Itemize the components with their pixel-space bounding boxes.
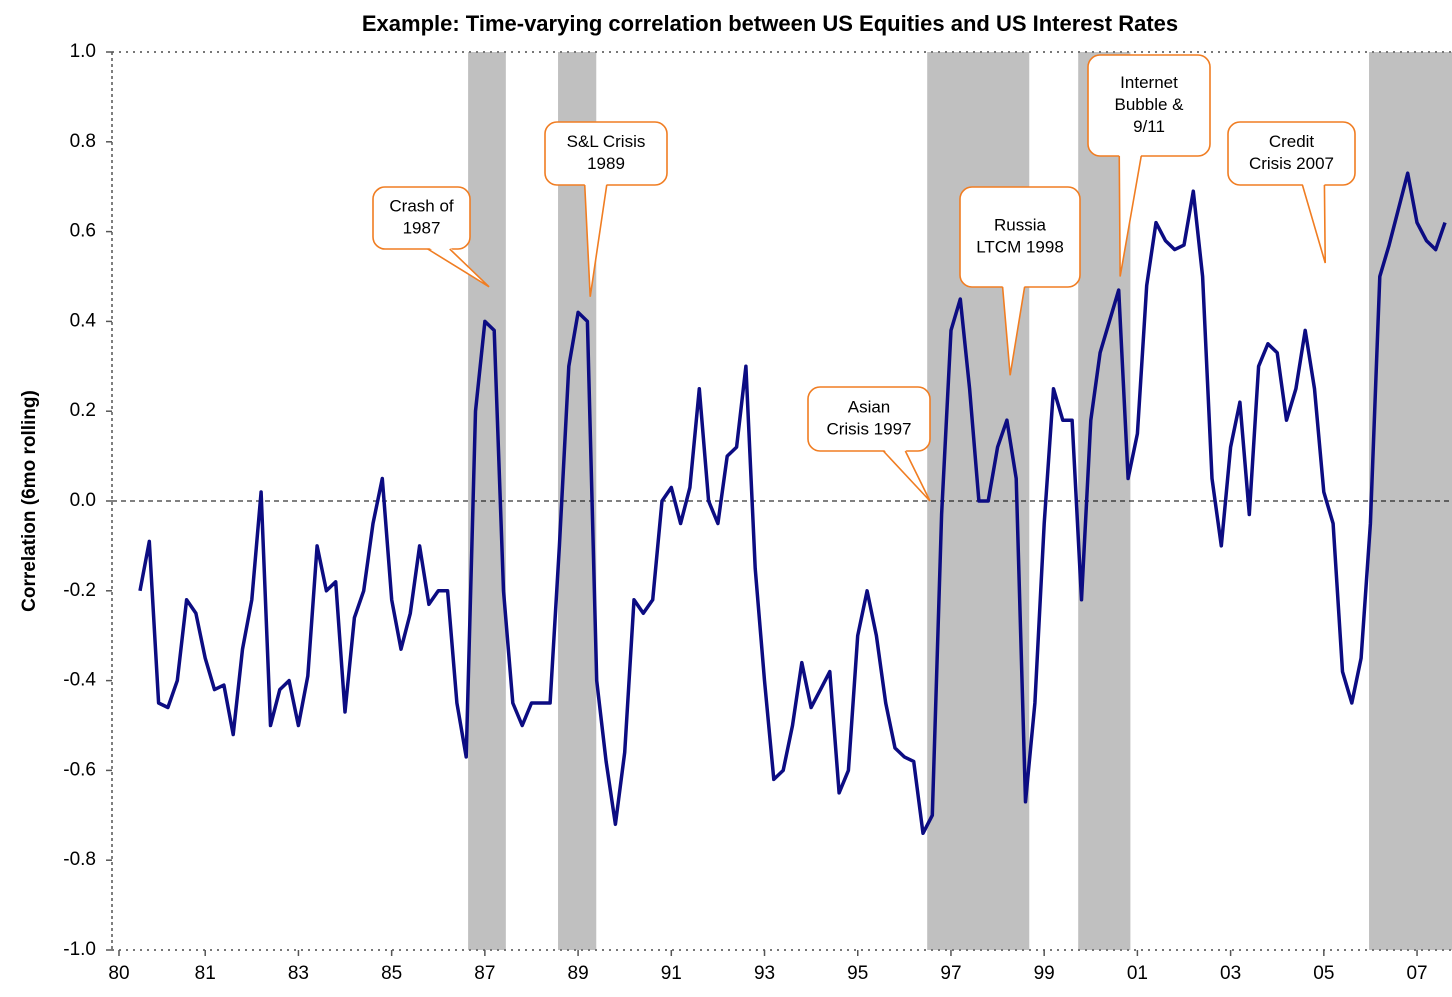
callout: Russia LTCM 1998 [959, 186, 1081, 376]
x-tick-label: 95 [847, 963, 868, 984]
y-tick-label: 0.4 [70, 310, 97, 331]
x-tick-label: 91 [661, 963, 682, 984]
y-tick-label: 0.2 [70, 400, 96, 421]
y-tick-label: -1.0 [63, 939, 96, 960]
callout: Credit Crisis 2007 [1227, 121, 1356, 264]
y-tick-label: 1.0 [70, 41, 96, 62]
callout-pointer [1301, 184, 1327, 264]
y-tick-label: 0.0 [70, 490, 96, 511]
x-tick-label: 81 [195, 963, 216, 984]
callout-text: Asian [848, 397, 891, 416]
callout-text: 9/11 [1133, 117, 1165, 136]
correlation-line [138, 171, 1447, 836]
y-tick-label: 0.6 [70, 221, 96, 242]
callout-text: Crisis 1997 [826, 419, 911, 438]
callout-text: LTCM 1998 [976, 237, 1064, 256]
callout-box [1087, 54, 1211, 157]
x-tick-label: 87 [474, 963, 495, 984]
y-tick-label: -0.8 [63, 849, 96, 870]
y-tick-label: 0.8 [70, 131, 96, 152]
callout: Asian Crisis 1997 [807, 386, 931, 502]
x-tick-label: 93 [754, 963, 775, 984]
callout: Crash of 1987 [372, 186, 490, 288]
y-tick-label: -0.4 [63, 670, 96, 691]
x-tick-label: 89 [568, 963, 589, 984]
callout-text: Credit [1269, 132, 1315, 151]
callout-pointer-fill [1002, 285, 1025, 376]
x-tick-label: 85 [381, 963, 402, 984]
callout-box [807, 386, 931, 452]
callout-box [372, 186, 471, 250]
callout-pointer [1001, 286, 1026, 376]
callout-text: 1989 [587, 154, 625, 173]
y-axis-label: Correlation (6mo rolling) [19, 390, 40, 612]
chart-title: Example: Time-varying correlation betwee… [362, 11, 1178, 36]
y-tick-label: -0.2 [63, 580, 96, 601]
callout-box [1227, 121, 1356, 186]
callout-text: S&L Crisis [567, 132, 646, 151]
callout-text: 1987 [403, 218, 441, 237]
callout-text: Russia [994, 215, 1047, 234]
x-tick-label: 07 [1406, 963, 1427, 984]
callout-pointer [427, 248, 490, 288]
callout-pointer [583, 184, 608, 297]
callout: S&L Crisis 1989 [544, 121, 668, 297]
x-tick-label: 97 [940, 963, 961, 984]
callout-text: Internet [1120, 73, 1178, 92]
callout-text: Crash of [389, 196, 454, 215]
callout-pointer [1118, 155, 1143, 277]
x-tick-label: 83 [288, 963, 309, 984]
callout-text: Crisis 2007 [1249, 154, 1334, 173]
x-tick-label: 99 [1034, 963, 1055, 984]
x-tick-label: 03 [1220, 963, 1241, 984]
callout-pointer-fill [584, 183, 607, 297]
callout: Internet Bubble & 9/11 [1087, 54, 1211, 277]
callout-pointer [882, 450, 931, 502]
x-tick-label: 01 [1127, 963, 1148, 984]
y-tick-label: -0.6 [63, 759, 96, 780]
callout-text: Bubble & [1115, 95, 1185, 114]
x-tick-label: 80 [108, 963, 129, 984]
x-tick-label: 05 [1313, 963, 1334, 984]
